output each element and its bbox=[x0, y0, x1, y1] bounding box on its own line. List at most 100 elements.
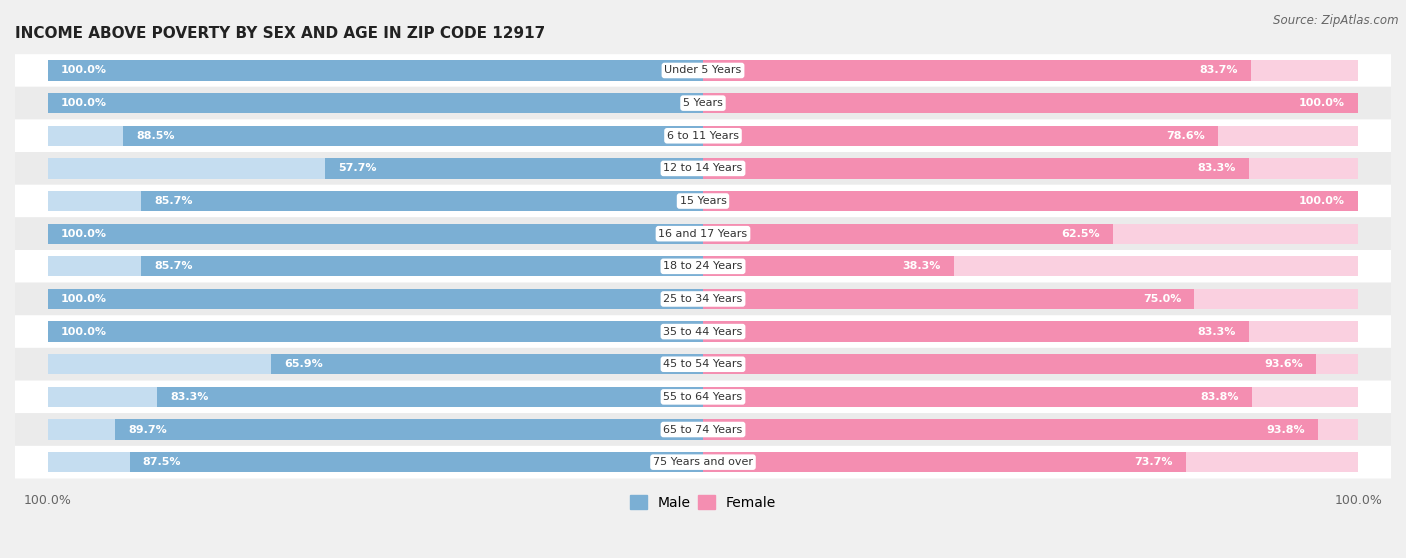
Bar bbox=[48, 321, 703, 341]
Bar bbox=[703, 93, 1358, 113]
Bar bbox=[703, 289, 1358, 309]
Bar bbox=[48, 256, 703, 276]
Bar bbox=[48, 93, 703, 113]
Text: 87.5%: 87.5% bbox=[143, 457, 181, 467]
Bar bbox=[48, 191, 703, 211]
Bar bbox=[48, 224, 703, 244]
Text: 83.7%: 83.7% bbox=[1199, 65, 1239, 75]
Text: Source: ZipAtlas.com: Source: ZipAtlas.com bbox=[1274, 14, 1399, 27]
Text: 65 to 74 Years: 65 to 74 Years bbox=[664, 425, 742, 435]
Bar bbox=[124, 126, 703, 146]
Text: INCOME ABOVE POVERTY BY SEX AND AGE IN ZIP CODE 12917: INCOME ABOVE POVERTY BY SEX AND AGE IN Z… bbox=[15, 26, 546, 41]
Text: 78.6%: 78.6% bbox=[1166, 131, 1205, 141]
Bar bbox=[48, 126, 703, 146]
FancyBboxPatch shape bbox=[15, 152, 1391, 185]
Bar bbox=[703, 387, 1253, 407]
Text: 5 Years: 5 Years bbox=[683, 98, 723, 108]
Bar bbox=[703, 191, 1358, 211]
Bar bbox=[703, 452, 1185, 472]
FancyBboxPatch shape bbox=[15, 119, 1391, 152]
Text: 83.3%: 83.3% bbox=[170, 392, 208, 402]
Bar bbox=[703, 224, 1358, 244]
Text: 83.3%: 83.3% bbox=[1198, 326, 1236, 336]
FancyBboxPatch shape bbox=[15, 446, 1391, 478]
Bar bbox=[703, 256, 953, 276]
Text: 45 to 54 Years: 45 to 54 Years bbox=[664, 359, 742, 369]
Bar bbox=[703, 452, 1358, 472]
Bar bbox=[142, 191, 703, 211]
Text: 85.7%: 85.7% bbox=[155, 196, 193, 206]
Text: 75 Years and over: 75 Years and over bbox=[652, 457, 754, 467]
Bar bbox=[703, 126, 1358, 146]
Bar bbox=[703, 158, 1249, 179]
Text: 57.7%: 57.7% bbox=[337, 163, 377, 174]
Bar bbox=[48, 224, 703, 244]
Bar bbox=[48, 289, 703, 309]
Bar bbox=[703, 321, 1249, 341]
Bar bbox=[703, 387, 1358, 407]
FancyBboxPatch shape bbox=[15, 185, 1391, 218]
Bar bbox=[129, 452, 703, 472]
FancyBboxPatch shape bbox=[15, 54, 1391, 87]
FancyBboxPatch shape bbox=[15, 315, 1391, 348]
Bar bbox=[703, 420, 1358, 440]
FancyBboxPatch shape bbox=[15, 87, 1391, 119]
Text: 100.0%: 100.0% bbox=[60, 65, 107, 75]
Bar bbox=[48, 354, 703, 374]
Text: 35 to 44 Years: 35 to 44 Years bbox=[664, 326, 742, 336]
Text: 100.0%: 100.0% bbox=[60, 98, 107, 108]
Text: 73.7%: 73.7% bbox=[1135, 457, 1173, 467]
FancyBboxPatch shape bbox=[15, 381, 1391, 413]
Text: 83.8%: 83.8% bbox=[1201, 392, 1239, 402]
Bar bbox=[703, 420, 1317, 440]
Text: Under 5 Years: Under 5 Years bbox=[665, 65, 741, 75]
Text: 12 to 14 Years: 12 to 14 Years bbox=[664, 163, 742, 174]
Text: 93.6%: 93.6% bbox=[1264, 359, 1303, 369]
Text: 65.9%: 65.9% bbox=[284, 359, 323, 369]
Text: 6 to 11 Years: 6 to 11 Years bbox=[666, 131, 740, 141]
Bar bbox=[703, 60, 1251, 80]
Bar bbox=[115, 420, 703, 440]
Text: 85.7%: 85.7% bbox=[155, 261, 193, 271]
Text: 15 Years: 15 Years bbox=[679, 196, 727, 206]
Bar bbox=[48, 387, 703, 407]
Bar bbox=[48, 60, 703, 80]
Text: 75.0%: 75.0% bbox=[1143, 294, 1181, 304]
Bar bbox=[703, 126, 1218, 146]
Text: 18 to 24 Years: 18 to 24 Years bbox=[664, 261, 742, 271]
Bar bbox=[48, 93, 703, 113]
Bar bbox=[157, 387, 703, 407]
Bar bbox=[703, 191, 1358, 211]
Text: 55 to 64 Years: 55 to 64 Years bbox=[664, 392, 742, 402]
Text: 100.0%: 100.0% bbox=[1299, 196, 1346, 206]
Bar bbox=[48, 452, 703, 472]
Bar bbox=[703, 289, 1195, 309]
Text: 100.0%: 100.0% bbox=[60, 294, 107, 304]
Text: 25 to 34 Years: 25 to 34 Years bbox=[664, 294, 742, 304]
Bar bbox=[703, 224, 1112, 244]
Text: 16 and 17 Years: 16 and 17 Years bbox=[658, 229, 748, 239]
Text: 88.5%: 88.5% bbox=[136, 131, 174, 141]
Bar bbox=[48, 321, 703, 341]
Text: 89.7%: 89.7% bbox=[128, 425, 167, 435]
Bar bbox=[48, 420, 703, 440]
Bar bbox=[703, 354, 1358, 374]
Text: 100.0%: 100.0% bbox=[1299, 98, 1346, 108]
FancyBboxPatch shape bbox=[15, 250, 1391, 283]
Bar bbox=[271, 354, 703, 374]
Text: 62.5%: 62.5% bbox=[1060, 229, 1099, 239]
FancyBboxPatch shape bbox=[15, 348, 1391, 381]
Bar bbox=[48, 289, 703, 309]
Bar bbox=[703, 158, 1358, 179]
Bar bbox=[48, 158, 703, 179]
Bar bbox=[703, 354, 1316, 374]
Bar bbox=[703, 60, 1358, 80]
Bar bbox=[703, 256, 1358, 276]
Text: 83.3%: 83.3% bbox=[1198, 163, 1236, 174]
Text: 93.8%: 93.8% bbox=[1265, 425, 1305, 435]
Text: 100.0%: 100.0% bbox=[60, 229, 107, 239]
Bar bbox=[703, 93, 1358, 113]
FancyBboxPatch shape bbox=[15, 283, 1391, 315]
Bar bbox=[142, 256, 703, 276]
Bar bbox=[48, 60, 703, 80]
